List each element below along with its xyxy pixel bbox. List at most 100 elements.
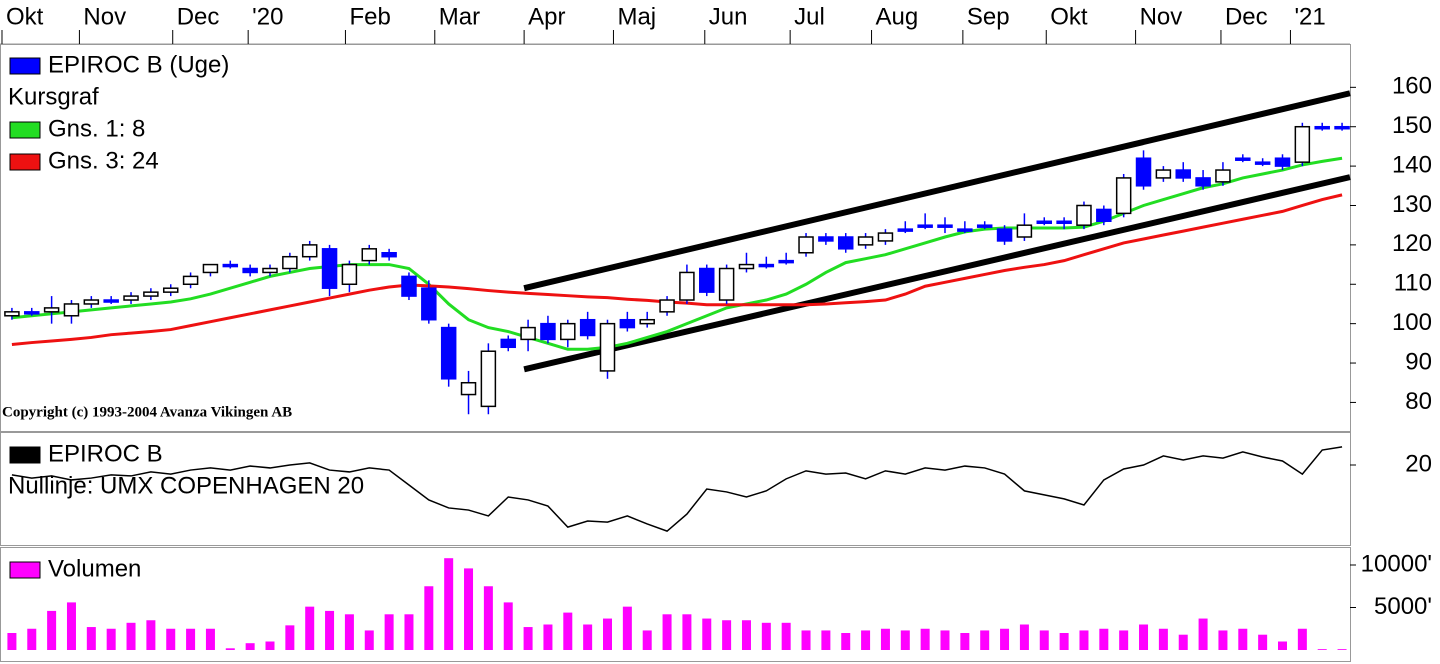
- candle-body: [381, 252, 397, 258]
- candle-body: [1135, 157, 1152, 187]
- volume-bar: [603, 618, 612, 650]
- candle-body: [1254, 161, 1271, 165]
- candle-body: [103, 299, 119, 303]
- candle-body: [718, 267, 735, 301]
- candle-body: [976, 224, 993, 228]
- candle-body: [1175, 169, 1191, 179]
- y-tick-label: 90: [1405, 348, 1432, 375]
- y-tick-label: 10000': [1361, 550, 1432, 577]
- volume-bar: [384, 614, 394, 650]
- candle-body: [1096, 208, 1112, 222]
- y-tick-label: 80: [1405, 388, 1432, 415]
- copyright: Copyright (c) 1993-2004 Avanza Vikingen …: [2, 404, 292, 420]
- volume-bar: [781, 622, 791, 650]
- candle-body: [738, 263, 755, 270]
- volume-bar: [444, 558, 454, 650]
- y-tick-label: 140: [1392, 151, 1432, 178]
- candle-body: [679, 271, 695, 301]
- volume-bar: [1278, 641, 1287, 650]
- volume-bar: [722, 620, 732, 650]
- volume-bar: [1297, 628, 1307, 650]
- volume-bar: [27, 628, 37, 650]
- volume-bar: [543, 624, 553, 650]
- legend-label: Gns. 1: 8: [48, 115, 145, 142]
- volume-bar: [305, 606, 315, 650]
- x-tick-label: Aug: [876, 3, 919, 30]
- volume-bar: [1059, 633, 1069, 650]
- legend-label: EPIROC B (Uge): [48, 51, 229, 78]
- candle-body: [1215, 169, 1231, 183]
- volume-bar: [325, 610, 335, 650]
- volume-bar: [841, 633, 851, 650]
- candle-body: [1195, 177, 1211, 187]
- relative-line: [11, 446, 1343, 532]
- volume-bar: [523, 627, 533, 650]
- x-tick-label: Apr: [528, 3, 565, 30]
- volume-bar: [563, 612, 573, 650]
- candle-body: [937, 224, 953, 228]
- volume-bar: [186, 628, 196, 650]
- volume-bar: [7, 633, 17, 650]
- volume-bar: [66, 602, 76, 650]
- volume-bar: [642, 630, 652, 650]
- volume-bar: [265, 641, 275, 650]
- candle-body: [1076, 204, 1092, 226]
- volume-bar: [980, 630, 990, 650]
- volume-bar: [920, 628, 930, 650]
- volume-bar: [1139, 624, 1149, 650]
- volume-bar: [503, 602, 513, 650]
- volume-bar: [1158, 628, 1168, 650]
- candle-body: [996, 228, 1013, 242]
- volume-bar: [1198, 618, 1208, 650]
- candle-body: [282, 255, 298, 270]
- volume-bar: [940, 630, 950, 650]
- volume-panel: [0, 547, 1351, 662]
- volume-bar: [424, 586, 434, 650]
- moving-average: [11, 156, 1343, 351]
- volume-bar: [741, 620, 751, 650]
- candle-body: [957, 228, 973, 232]
- legend-swatch: [9, 153, 41, 171]
- candle-body: [361, 248, 378, 262]
- relative-panel: [0, 432, 1351, 546]
- volume-bar: [464, 568, 474, 650]
- volume-bar: [225, 648, 235, 650]
- volume-bar: [583, 624, 593, 650]
- candle-body: [1016, 224, 1033, 238]
- trend-line: [523, 174, 1351, 373]
- candle-body: [579, 318, 596, 337]
- volume-bar: [1079, 630, 1089, 650]
- candle-body: [440, 326, 457, 380]
- candle-body: [123, 295, 139, 301]
- x-tick-label: Maj: [617, 3, 656, 30]
- volume-bar: [483, 586, 493, 650]
- candle-body: [599, 322, 616, 372]
- x-tick-label: Jul: [794, 3, 825, 30]
- legend-label: Gns. 3: 24: [48, 147, 159, 174]
- volume-bar: [1317, 649, 1327, 650]
- x-tick-label: Nov: [1140, 3, 1183, 30]
- volume-bar: [106, 628, 116, 650]
- candle-body: [460, 381, 477, 396]
- volume-bar: [1119, 630, 1129, 650]
- legend-label: Volumen: [48, 555, 141, 582]
- y-tick-label: 150: [1392, 112, 1432, 139]
- legend-swatch: [9, 561, 41, 579]
- volume-bar: [1258, 634, 1268, 650]
- y-tick-label: 110: [1394, 270, 1432, 297]
- legend-label: EPIROC B: [48, 440, 163, 467]
- candle-body: [758, 263, 775, 268]
- volume-bar: [682, 614, 692, 650]
- candle-body: [63, 303, 80, 317]
- legend-swatch: [9, 57, 41, 75]
- volume-bar: [880, 628, 890, 650]
- volume-bar: [166, 628, 176, 650]
- candle-body: [480, 350, 497, 408]
- x-tick-label: Nov: [83, 3, 126, 30]
- volume-bar: [900, 630, 910, 650]
- candle-body: [818, 236, 834, 242]
- x-tick-label: Dec: [1225, 3, 1268, 30]
- volume-bar: [285, 625, 295, 650]
- volume-bar: [1019, 624, 1029, 650]
